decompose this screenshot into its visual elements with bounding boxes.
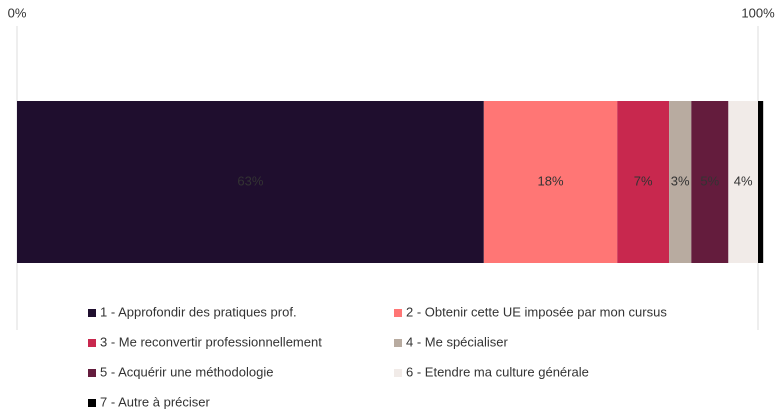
legend-label: 7 - Autre à préciser: [100, 394, 210, 409]
bar-segment: [728, 101, 758, 263]
legend-swatch: [394, 309, 402, 317]
legend-swatch: [88, 369, 96, 377]
bar-segment: [17, 101, 484, 263]
bar-segment: [669, 101, 692, 263]
legend-label: 6 - Etendre ma culture générale: [406, 364, 589, 379]
legend-swatch: [88, 339, 96, 347]
data-label: 4%: [734, 173, 753, 188]
bar-segment: [483, 101, 618, 263]
data-label: 18%: [538, 173, 564, 188]
x-tick-label: 100%: [741, 5, 775, 20]
bar-segment: [617, 101, 670, 263]
legend-swatch: [394, 339, 402, 347]
bar-segment: [691, 101, 729, 263]
legend-label: 1 - Approfondir des pratiques prof.: [100, 304, 297, 319]
data-label: 7%: [634, 173, 653, 188]
legend-label: 2 - Obtenir cette UE imposée par mon cur…: [406, 304, 667, 319]
legend-swatch: [88, 309, 96, 317]
legend-label: 5 - Acquérir une méthodologie: [100, 364, 273, 379]
legend-label: 4 - Me spécialiser: [406, 334, 509, 349]
data-label: 5%: [700, 173, 719, 188]
legend-swatch: [394, 369, 402, 377]
legend-swatch: [88, 399, 96, 407]
data-label: 63%: [237, 173, 263, 188]
data-label: 3%: [671, 173, 690, 188]
legend-label: 3 - Me reconvertir professionnellement: [100, 334, 322, 349]
bar-segment: [758, 101, 764, 263]
x-tick-label: 0%: [8, 5, 27, 20]
